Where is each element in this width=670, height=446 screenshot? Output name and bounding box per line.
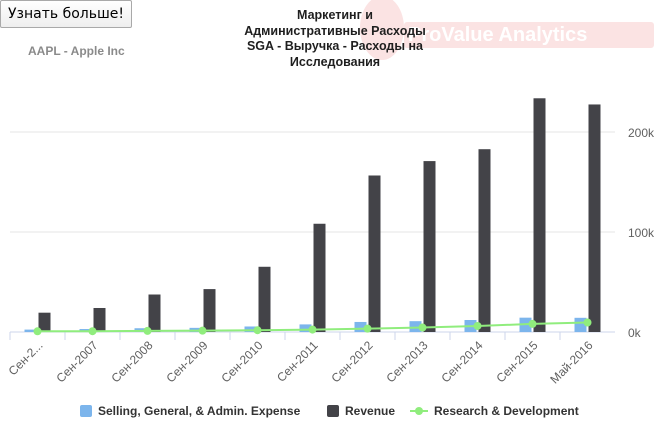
chart-title-line-2: Административные Расходы xyxy=(244,23,426,38)
point-rd xyxy=(528,319,537,328)
point-rd xyxy=(583,318,592,327)
legend-label-sga: Selling, General, & Admin. Expense xyxy=(98,404,301,418)
chart-legend: Selling, General, & Admin. Expense Reven… xyxy=(0,404,670,428)
legend-swatch-sga xyxy=(80,405,92,417)
point-rd xyxy=(363,324,372,333)
legend-item-rd[interactable]: Research & Development xyxy=(410,404,579,418)
point-rd xyxy=(198,326,207,335)
bar-revenue xyxy=(423,161,436,332)
point-rd xyxy=(253,326,262,335)
x-tick-label: Май-2016 xyxy=(547,338,595,386)
legend-swatch-rd xyxy=(410,405,428,417)
bar-revenue xyxy=(148,294,161,332)
point-rd xyxy=(418,323,427,332)
bar-revenue xyxy=(38,312,51,332)
point-rd xyxy=(33,327,42,336)
bar-revenue xyxy=(478,149,491,332)
x-tick-label: Сен-2007 xyxy=(53,338,100,385)
legend-item-sga[interactable]: Selling, General, & Admin. Expense xyxy=(80,404,300,418)
legend-label-revenue: Revenue xyxy=(345,404,396,418)
legend-item-revenue[interactable]: Revenue xyxy=(327,404,395,418)
y-tick-label: 0k xyxy=(628,326,642,340)
bar-revenue xyxy=(368,175,381,332)
x-tick-label: Сен-2015 xyxy=(493,338,540,385)
chart-title: Маркетинг и Административные Расходы SGA… xyxy=(220,8,450,70)
bar-sga xyxy=(574,317,587,332)
chart-title-line-1: Маркетинг и xyxy=(297,8,373,22)
x-tick-label: Сен-2011 xyxy=(274,338,321,385)
learn-more-button[interactable]: Узнать больше! xyxy=(0,0,132,28)
bar-sga xyxy=(244,326,257,332)
y-tick-label: 100k xyxy=(628,226,655,240)
x-tick-label: Сен-2009 xyxy=(163,338,210,385)
bar-revenue xyxy=(313,223,326,332)
bar-revenue xyxy=(533,98,546,332)
x-tick-label: Сен-2... xyxy=(6,338,46,378)
legend-label-rd: Research & Development xyxy=(434,404,579,418)
legend-swatch-revenue xyxy=(327,405,339,417)
chart-title-line-3: SGA - Выручка - Расходы на xyxy=(246,39,424,53)
bar-revenue xyxy=(93,307,106,332)
x-tick-label: Сен-2010 xyxy=(218,338,265,385)
x-tick-label: Сен-2014 xyxy=(438,338,485,385)
bar-sga xyxy=(24,329,37,332)
bar-revenue xyxy=(203,289,216,332)
point-rd xyxy=(473,321,482,330)
chart-subtitle: AAPL - Apple Inc xyxy=(28,44,125,58)
y-tick-label: 200k xyxy=(628,126,655,140)
bar-revenue xyxy=(588,104,601,332)
x-tick-label: Сен-2008 xyxy=(108,338,155,385)
chart-title-line-4: Исследования xyxy=(289,54,381,69)
bar-sga xyxy=(409,321,422,332)
bar-sga xyxy=(354,321,367,332)
point-rd xyxy=(88,327,97,336)
bar-revenue xyxy=(258,266,271,332)
point-rd xyxy=(143,326,152,335)
x-tick-label: Сен-2012 xyxy=(328,338,375,385)
point-rd xyxy=(308,325,317,334)
bar-sga xyxy=(299,324,312,332)
x-tick-label: Сен-2013 xyxy=(383,338,430,385)
